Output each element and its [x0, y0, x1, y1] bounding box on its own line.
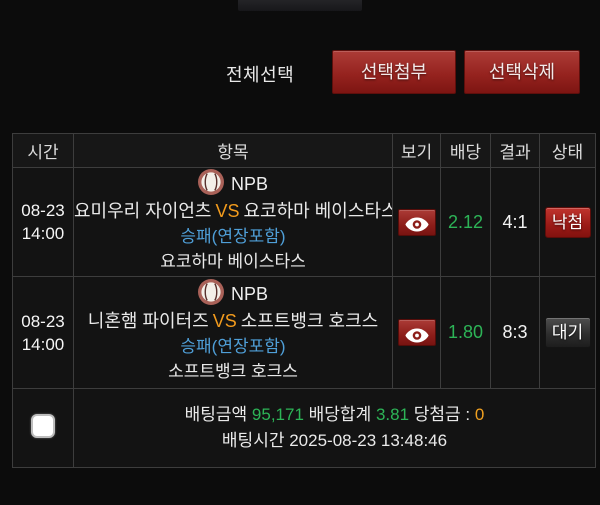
- baseball-icon: [197, 168, 224, 200]
- top-panel-edge: [238, 0, 362, 11]
- select-all-label: 전체선택: [226, 65, 295, 85]
- status-cell: 대기: [539, 276, 596, 389]
- odds-value: 2.12: [440, 167, 491, 277]
- win-amount-label: 당첨금 :: [413, 405, 471, 424]
- odds-total-label: 배당합계: [308, 405, 372, 424]
- header-status: 상태: [539, 133, 596, 168]
- table-row: 08-23 14:00 NPB: [12, 276, 596, 389]
- view-details-button[interactable]: [397, 208, 436, 236]
- header-view: 보기: [392, 133, 441, 168]
- bet-history-table: 시간 항목 보기 배당 결과 상태 08-23 14:00: [12, 133, 596, 468]
- win-amount-value: 0: [474, 405, 485, 424]
- select-bet-checkbox[interactable]: [31, 413, 55, 438]
- result-score: 8:3: [490, 276, 540, 389]
- matchup: 니혼햄 파이터즈 VS 소프트뱅크 호크스: [87, 311, 379, 331]
- status-cell: 낙첨: [539, 167, 596, 277]
- summary-row: 배팅금액 95,171 배당합계 3.81 당첨금 : 0 배팅시간 2025-…: [12, 388, 596, 468]
- status-badge: 낙첨: [544, 206, 591, 238]
- header-odds: 배당: [440, 133, 491, 168]
- game-time: 08-23 14:00: [12, 167, 74, 277]
- delete-selection-button[interactable]: 선택삭제: [464, 50, 580, 94]
- header-item: 항목: [73, 133, 393, 168]
- status-badge: 대기: [544, 317, 591, 348]
- checkbox-cell: [12, 388, 74, 468]
- view-details-button[interactable]: [397, 319, 436, 346]
- eye-icon: [404, 324, 429, 343]
- game-time: 08-23 14:00: [12, 276, 74, 389]
- table-row: 08-23 14:00 NPB: [12, 167, 596, 277]
- league-name: NPB: [230, 173, 268, 194]
- bet-time-label: 배팅시간: [221, 431, 285, 450]
- bet-pick: 소프트뱅크 호크스: [168, 362, 298, 381]
- baseball-icon: [197, 279, 224, 310]
- vs-label: VS: [215, 200, 240, 221]
- bet-time-value: 2025-08-23 13:48:46: [289, 431, 448, 450]
- result-score: 4:1: [490, 167, 540, 277]
- view-cell: [392, 167, 441, 277]
- league-name: NPB: [230, 284, 268, 304]
- header-result: 결과: [490, 133, 540, 168]
- bet-pick: 요코하마 베이스타스: [160, 251, 306, 271]
- odds-total-value: 3.81: [375, 405, 410, 424]
- bet-amount-label: 배팅금액: [184, 405, 248, 424]
- bet-summary: 배팅금액 95,171 배당합계 3.81 당첨금 : 0 배팅시간 2025-…: [73, 388, 596, 468]
- header-time: 시간: [12, 133, 74, 168]
- game-item: NPB 니혼햄 파이터즈 VS 소프트뱅크 호크스 승패(연장포함) 소프트뱅크 호…: [73, 276, 393, 389]
- attach-selection-button[interactable]: 선택첨부: [332, 50, 456, 94]
- eye-icon: [404, 214, 429, 232]
- matchup: 요미우리 자이언츠 VS 요코하마 베이스타스: [74, 200, 393, 221]
- vs-label: VS: [212, 311, 237, 331]
- bet-amount-value: 95,171: [251, 405, 304, 424]
- bet-market: 승패(연장포함): [180, 337, 286, 356]
- view-cell: [392, 276, 441, 389]
- game-item: NPB 요미우리 자이언츠 VS 요코하마 베이스타스 승패(연장포함) 요코하마 …: [73, 167, 393, 277]
- bet-market: 승패(연장포함): [180, 226, 286, 246]
- odds-value: 1.80: [440, 276, 491, 389]
- table-header-row: 시간 항목 보기 배당 결과 상태: [12, 133, 596, 168]
